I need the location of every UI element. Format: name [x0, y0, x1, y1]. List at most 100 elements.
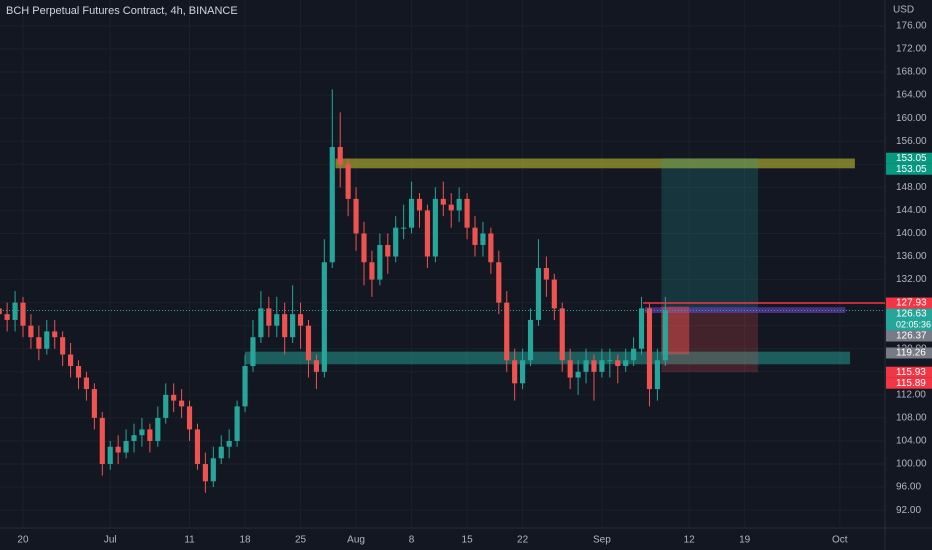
- price-label: 126.37: [896, 331, 927, 342]
- y-tick-label: 164.00: [896, 90, 927, 101]
- x-tick-label: 15: [462, 535, 474, 546]
- candle-body: [210, 458, 216, 482]
- candle-body: [456, 198, 462, 211]
- candle-body: [567, 360, 573, 378]
- candle-body: [591, 360, 597, 372]
- chart-title: BCH Perpetual Futures Contract, 4h, BINA…: [6, 5, 238, 17]
- x-tick-label: 18: [239, 535, 251, 546]
- candle-body: [369, 262, 375, 280]
- candle-body: [107, 446, 113, 465]
- candle-body: [305, 325, 312, 361]
- x-tick-label: 11: [184, 535, 195, 546]
- y-tick-label: 108.00: [896, 413, 927, 424]
- candle-body: [274, 314, 280, 326]
- candle-body: [242, 366, 248, 407]
- candle-body: [543, 268, 549, 280]
- price-label-bg: [886, 308, 932, 331]
- candle-body: [416, 198, 423, 211]
- candle-body: [202, 464, 208, 482]
- price-label: 153.05: [896, 153, 927, 164]
- candle-body: [583, 360, 589, 372]
- candle-body: [123, 440, 129, 453]
- candle-body: [258, 308, 264, 338]
- candle-body: [91, 389, 97, 418]
- candle-body: [385, 244, 391, 257]
- candle-body: [99, 417, 105, 465]
- x-tick-label: 22: [517, 535, 529, 546]
- x-tick-label: Oct: [832, 535, 848, 546]
- zone: [335, 158, 855, 169]
- candle-body: [115, 446, 121, 453]
- y-tick-label: 132.00: [896, 274, 927, 285]
- y-tick-label: 172.00: [896, 44, 927, 55]
- x-tick-label: 19: [739, 535, 751, 546]
- candle-body: [393, 227, 399, 257]
- candle-body: [480, 233, 486, 245]
- y-tick-label: 156.00: [896, 136, 927, 147]
- candle-body: [377, 244, 383, 280]
- y-tick-label: 176.00: [896, 21, 927, 32]
- candle-body: [131, 435, 137, 441]
- y-tick-label: 168.00: [896, 67, 927, 78]
- y-tick-label: 160.00: [896, 113, 927, 124]
- candle-body: [559, 308, 565, 361]
- price-label-bg: [886, 347, 932, 359]
- candle-body: [234, 406, 240, 441]
- candle-body: [36, 337, 42, 349]
- candle-body: [12, 302, 18, 320]
- candle-body: [424, 210, 431, 257]
- price-label-bg: [886, 297, 932, 309]
- zone: [245, 351, 851, 365]
- candle-body: [83, 377, 90, 390]
- candle-body: [218, 446, 224, 459]
- candle-body: [28, 325, 34, 338]
- price-label: 127.93: [896, 298, 927, 309]
- price-label: 115.93: [896, 367, 926, 378]
- candle-body: [60, 337, 66, 355]
- candle-body: [282, 314, 288, 338]
- candle-body: [171, 394, 177, 401]
- candle-body: [488, 233, 494, 263]
- candle-body: [68, 354, 74, 367]
- candle-body: [575, 371, 581, 378]
- y-tick-label: 148.00: [896, 182, 927, 193]
- candle-body: [44, 331, 50, 349]
- x-tick-label: 12: [684, 535, 696, 546]
- candle-body: [313, 360, 319, 372]
- candle-body: [440, 198, 446, 205]
- candle-body: [4, 314, 10, 320]
- candle-body: [226, 440, 232, 447]
- zone: [644, 307, 846, 313]
- y-tick-label: 112.00: [896, 389, 926, 400]
- candle-body: [147, 429, 153, 441]
- y-tick-label: 144.00: [896, 205, 927, 216]
- candle-body: [551, 279, 557, 309]
- price-label-bg: [886, 330, 932, 342]
- price-label-bg: [886, 152, 932, 164]
- candle-body: [432, 198, 438, 257]
- candle-body: [163, 394, 169, 418]
- y-tick-label: 100.00: [896, 459, 927, 470]
- price-label: 126.63: [896, 309, 927, 320]
- candle-body: [266, 308, 272, 326]
- candle-body: [408, 198, 415, 228]
- candle-body: [139, 429, 145, 436]
- candle-body: [464, 198, 470, 228]
- unit-label: USD: [893, 5, 914, 16]
- candle-body: [353, 198, 359, 234]
- candle-body: [646, 308, 653, 390]
- candle-body: [615, 360, 621, 367]
- candle-body: [448, 204, 454, 211]
- candle-body: [504, 302, 510, 361]
- candle-body: [631, 348, 637, 361]
- price-label-bg: [886, 366, 932, 378]
- countdown: 02:05:36: [896, 319, 931, 329]
- candle-body: [520, 360, 526, 384]
- y-tick-label: 140.00: [896, 228, 927, 239]
- x-tick-label: 8: [409, 535, 415, 546]
- candle-body: [607, 360, 613, 362]
- candle-body: [472, 227, 478, 245]
- candle-body: [0, 308, 2, 315]
